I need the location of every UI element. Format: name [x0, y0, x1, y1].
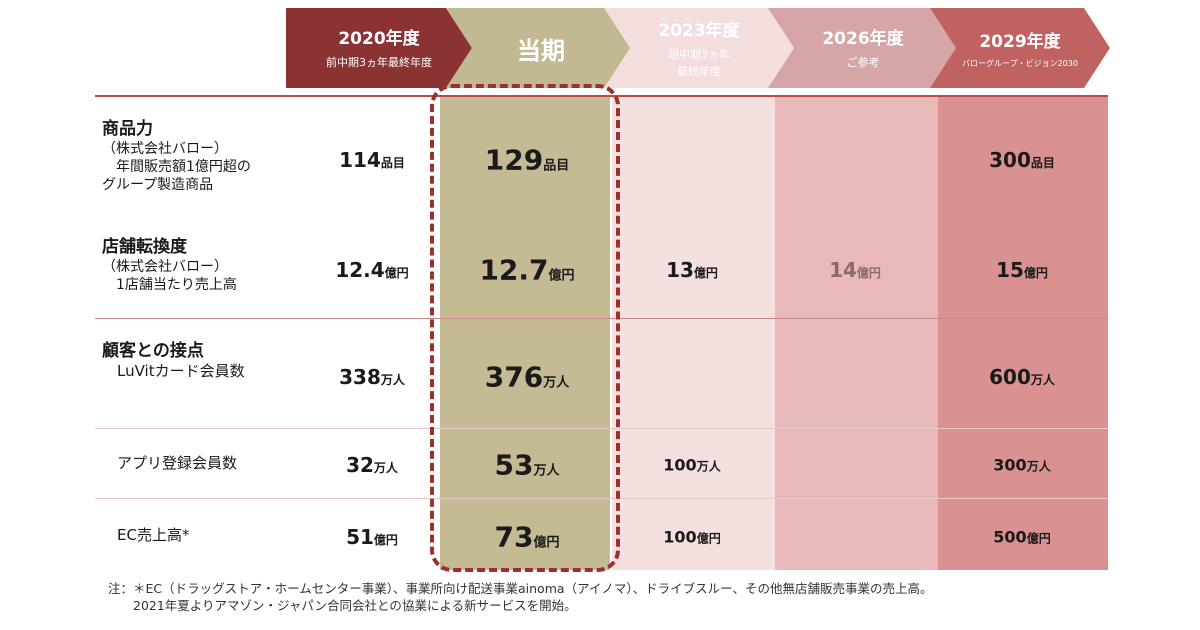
cell-value: 100億円	[663, 528, 720, 547]
period-subtitle: 前中期3ヵ年最終年度	[326, 56, 432, 70]
value-unit: 億円	[856, 266, 881, 280]
period-header: 当期	[446, 8, 636, 88]
value-unit: 億円	[1023, 266, 1048, 280]
footnote-line: 注：＊EC（ドラッグストア・ホームセンター事業）、事業所向け配送事業ainoma…	[108, 581, 933, 596]
row-description: （株式会社バロー）	[102, 141, 228, 157]
column-bg	[440, 96, 610, 570]
cell-value: 129品目	[485, 144, 569, 177]
value-unit: 万人	[533, 463, 560, 479]
cell-value: 500億円	[993, 528, 1050, 547]
row-title: 店舗転換度	[102, 237, 187, 257]
period-subtitle: 現中期3ヵ年 最終年度	[668, 48, 730, 78]
value-number: 12.7	[479, 253, 549, 287]
cell-value: 600万人	[989, 365, 1055, 389]
period-subtitle: ご参考	[846, 56, 880, 70]
value-unit: 万人	[373, 461, 398, 475]
row-title: 顧客との接点	[102, 341, 204, 361]
row-description: グループ製造商品	[102, 177, 214, 193]
value-unit: 億円	[693, 266, 718, 280]
value-number: 13	[666, 258, 694, 282]
row-label: EC売上高*	[102, 526, 189, 544]
cell-value: 100万人	[663, 456, 720, 475]
row-description: （株式会社バロー）	[102, 259, 228, 275]
period-subtitle: バローグループ・ビジョン2030	[962, 58, 1078, 68]
footnote-line: 2021年夏よりアマゾン・ジャパン合同会社との協業による新サービスを開始。	[108, 598, 577, 613]
value-unit: 万人	[1026, 459, 1051, 474]
value-unit: 品目	[380, 156, 405, 170]
row-title: 商品力	[102, 119, 153, 139]
row-label: 店舗転換度 （株式会社バロー） 1店舗当たり売上高	[102, 236, 237, 294]
value-number: 114	[339, 148, 381, 172]
cell-value: 300品目	[989, 148, 1055, 172]
value-unit: 品目	[543, 158, 570, 174]
value-number: 338	[339, 365, 381, 389]
value-unit: 万人	[1030, 373, 1055, 387]
value-number: 500	[993, 527, 1027, 547]
cell-value: 73億円	[495, 521, 560, 554]
value-number: 15	[996, 258, 1024, 282]
row-description: EC売上高*	[102, 526, 190, 544]
cell-value: 14億円	[829, 258, 881, 282]
value-number: 32	[346, 453, 374, 477]
footnote: 注：＊EC（ドラッグストア・ホームセンター事業）、事業所向け配送事業ainoma…	[108, 580, 933, 614]
row-description: 1店舗当たり売上高	[102, 277, 237, 293]
cell-value: 15億円	[996, 258, 1048, 282]
value-number: 300	[993, 455, 1027, 475]
row-label: 顧客との接点 LuVitカード会員数	[102, 340, 245, 380]
period-header: 2029年度バローグループ・ビジョン2030	[930, 8, 1110, 88]
column-bg	[612, 96, 775, 570]
cell-value: 12.7億円	[479, 254, 574, 287]
current-period-highlight	[430, 84, 620, 572]
value-unit: 万人	[543, 375, 570, 391]
value-unit: 億円	[384, 266, 409, 280]
cell-value: 32万人	[346, 453, 398, 477]
cell-value: 300万人	[993, 456, 1050, 475]
cell-value: 51億円	[346, 525, 398, 549]
value-number: 53	[494, 448, 534, 482]
period-title: 2026年度	[822, 29, 904, 50]
value-number: 129	[484, 143, 544, 177]
period-title: 当期	[517, 36, 565, 65]
row-description: アプリ登録会員数	[102, 454, 238, 472]
value-unit: 億円	[373, 533, 398, 547]
cell-value: 338万人	[339, 365, 405, 389]
value-unit: 万人	[696, 459, 721, 474]
period-title: 2023年度	[658, 21, 740, 41]
value-number: 100	[663, 527, 697, 547]
value-number: 376	[484, 360, 544, 394]
cell-value: 376万人	[485, 361, 569, 394]
cell-value: 13億円	[666, 258, 718, 282]
value-number: 100	[663, 455, 697, 475]
row-divider	[95, 498, 1108, 499]
cell-value: 12.4億円	[335, 258, 408, 282]
value-number: 600	[989, 365, 1031, 389]
value-number: 73	[494, 520, 534, 554]
period-header: 2020年度前中期3ヵ年最終年度	[286, 8, 472, 88]
cell-value: 53万人	[495, 449, 560, 482]
period-title: 2020年度	[338, 29, 420, 50]
row-description: LuVitカード会員数	[102, 362, 245, 380]
value-number: 12.4	[335, 258, 385, 282]
row-divider	[95, 428, 1108, 429]
value-unit: 億円	[548, 268, 575, 284]
value-unit: 万人	[380, 373, 405, 387]
row-description: 年間販売額1億円超の	[102, 159, 251, 175]
period-header: 2023年度現中期3ヵ年 最終年度	[604, 8, 794, 88]
value-unit: 億円	[533, 535, 560, 551]
value-number: 51	[346, 525, 374, 549]
period-title: 2029年度	[979, 31, 1061, 52]
value-number: 14	[829, 258, 857, 282]
value-unit: 品目	[1030, 156, 1055, 170]
row-label: 商品力 （株式会社バロー） 年間販売額1億円超の グループ製造商品	[102, 118, 251, 194]
period-header: 2026年度ご参考	[768, 8, 958, 88]
cell-value: 114品目	[339, 148, 405, 172]
section-divider	[95, 318, 1108, 319]
column-bg	[775, 96, 938, 570]
value-number: 300	[989, 148, 1031, 172]
value-unit: 億円	[1026, 531, 1051, 546]
column-bg	[938, 96, 1108, 570]
value-unit: 億円	[696, 531, 721, 546]
row-label: アプリ登録会員数	[102, 454, 237, 472]
